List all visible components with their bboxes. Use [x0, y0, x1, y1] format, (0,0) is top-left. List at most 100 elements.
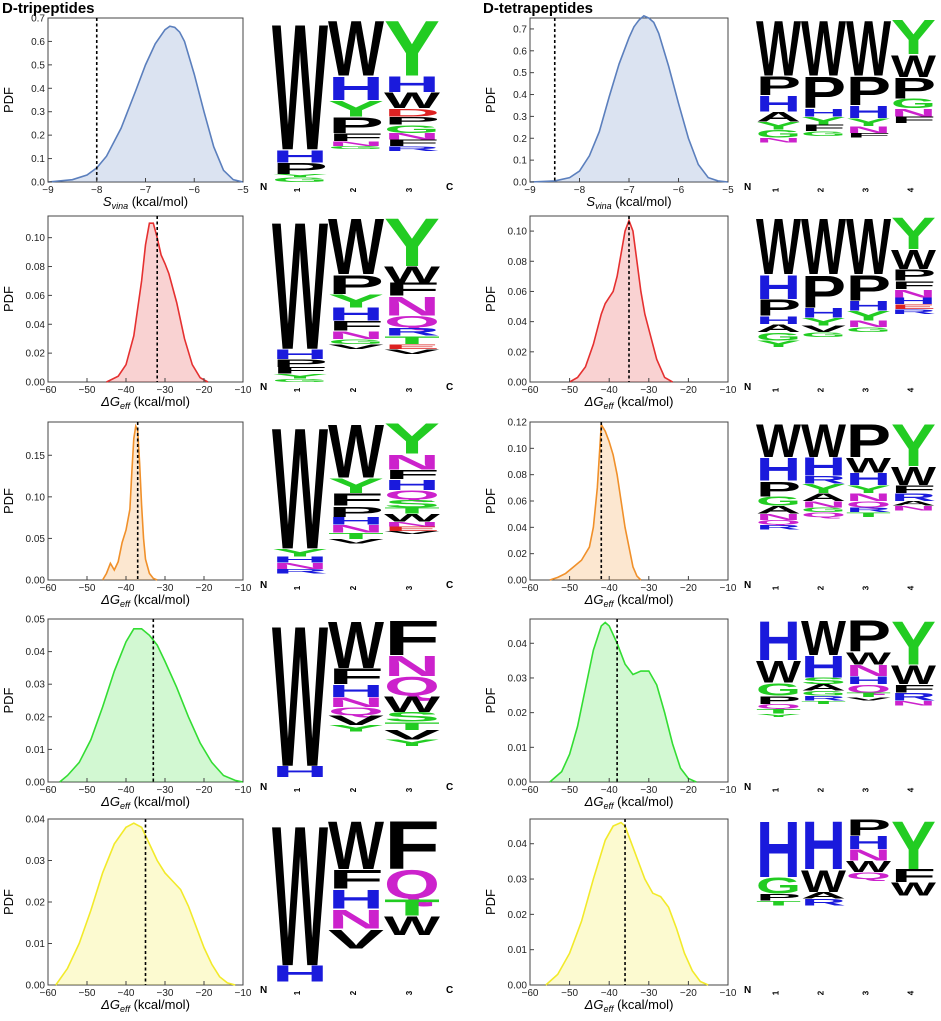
y-tick-label: 0.0	[31, 178, 45, 189]
logo-letter-H: H	[891, 296, 936, 306]
logo-letter-Y: Y	[328, 474, 384, 498]
logo-letter-N: N	[891, 505, 936, 512]
logo-position-label: 1	[293, 787, 302, 792]
y-tick-label: 0.00	[508, 981, 528, 992]
y-tick-label: 0.08	[508, 257, 528, 268]
logo-letter-W: W	[384, 88, 440, 113]
logo-letter-V: V	[384, 348, 440, 356]
logo-n-terminus: N	[744, 782, 751, 793]
x-tick-label: −60	[40, 785, 57, 796]
x-tick-label: −5	[722, 185, 734, 196]
logo-letter-T: T	[384, 506, 440, 516]
x-tick-label: −10	[235, 988, 252, 999]
y-axis-label: PDF	[1, 87, 16, 113]
logo-letter-Y: Y	[328, 96, 384, 121]
plot-frame	[47, 215, 244, 383]
y-tick-label: 0.2	[513, 134, 527, 145]
x-tick-label: −8	[574, 185, 586, 196]
logo-position-label: 1	[293, 187, 302, 192]
logo-letter-P: P	[328, 112, 384, 137]
y-tick-label: 0.7	[513, 24, 527, 35]
logo-position-label: 2	[349, 387, 358, 392]
logo-position-label: 4	[907, 990, 916, 995]
logo-position-label: 3	[405, 187, 414, 192]
y-tick-label: 0.00	[508, 576, 528, 587]
logo-letter-E: E	[384, 525, 440, 532]
logo-letter-Y: Y	[756, 339, 801, 349]
x-tick-label: −20	[680, 785, 697, 796]
plot-frame	[529, 618, 729, 783]
logo-letter-P: P	[846, 268, 891, 309]
x-tick-label: −50	[561, 785, 578, 796]
density-curve	[549, 422, 642, 581]
tetra-4-logo: HWGPQTY1WHSAGRT2PWNHQTV3YWFRN4NC	[744, 609, 937, 793]
logo-letter-G: G	[756, 128, 801, 141]
y-tick-label: 0.02	[508, 708, 528, 719]
y-axis-label: PDF	[1, 286, 16, 312]
y-tick-label: 0.2	[31, 131, 45, 142]
logo-letter-F: F	[328, 664, 384, 689]
logo-letter-H: H	[384, 71, 440, 96]
logo-letter-Y: Y	[328, 724, 384, 734]
logo-letter-W: W	[801, 610, 847, 665]
logo-letter-Q: Q	[846, 682, 891, 695]
logo-letter-H: H	[846, 674, 891, 687]
logo-letter-F: F	[384, 610, 440, 665]
logo-letter-T: T	[846, 511, 891, 518]
y-tick-label: 0.05	[26, 534, 46, 545]
tetra-2-logo: WHPHAGY1WPHYVG2WPHYNG3YWPFNHER4NC	[744, 203, 937, 393]
x-tick-label: −50	[561, 583, 578, 594]
y-tick-label: 0.04	[508, 317, 528, 328]
logo-position-label: 4	[907, 187, 916, 192]
x-axis-label: ΔGeff (kcal/mol)	[100, 592, 190, 609]
logo-letter-W: W	[328, 409, 384, 494]
logo-letter-H: H	[756, 452, 801, 488]
logo-n-terminus: N	[260, 382, 267, 393]
logo-position-label: 2	[349, 187, 358, 192]
logo-letter-G: G	[801, 690, 846, 697]
x-tick-label: −40	[118, 988, 135, 999]
plot-frame	[47, 421, 244, 581]
logo-letter-V: V	[328, 343, 384, 351]
logo-letter-H: H	[272, 763, 328, 780]
logo-letter-N: N	[328, 523, 384, 535]
logo-position-label: 1	[293, 990, 302, 995]
logo-letter-W: W	[801, 203, 846, 292]
x-tick-label: −20	[196, 385, 213, 396]
logo-letter-G: G	[756, 873, 801, 899]
x-tick-label: −60	[40, 583, 57, 594]
logo-position-label: 3	[862, 387, 871, 392]
logo-letter-P: P	[846, 414, 891, 467]
logo-letter-E: E	[384, 343, 440, 351]
y-tick-label: 0.00	[508, 378, 528, 389]
logo-position-label: 4	[907, 387, 916, 392]
logo-letter-Q: Q	[846, 500, 891, 510]
logo-letter-V: V	[384, 530, 440, 535]
logo-n-terminus: N	[744, 382, 751, 393]
logo-letter-V: V	[328, 538, 384, 545]
logo-c-terminus: C	[446, 985, 453, 996]
y-tick-label: 0.10	[26, 492, 46, 503]
x-tick-label: −20	[680, 385, 697, 396]
logo-letter-F: F	[328, 490, 384, 510]
x-axis-label: ΔGeff (kcal/mol)	[584, 592, 674, 609]
logo-position-label: 2	[349, 585, 358, 590]
logo-letter-N: N	[846, 847, 891, 865]
logo-position-label: 1	[772, 187, 781, 192]
logo-letter-Y: Y	[891, 209, 936, 260]
left-column-title: D-tripeptides	[2, 0, 95, 17]
y-tick-label: 0.15	[26, 451, 46, 462]
x-axis-label: ΔGeff (kcal/mol)	[584, 794, 674, 811]
logo-letter-W: W	[846, 203, 891, 292]
logo-letter-Y: Y	[756, 713, 801, 718]
y-tick-label: 0.3	[513, 112, 527, 123]
logo-letter-W: W	[891, 462, 937, 491]
tetra-5-plot: −60 −50 −40 −30 −20 −10 0.00 0.01 0.02 0.03 0.04 PD…	[483, 818, 737, 1014]
logo-letter-H: H	[756, 314, 801, 327]
logo-letter-V: V	[384, 728, 440, 743]
y-tick-label: 0.7	[31, 14, 45, 25]
y-tick-label: 0.01	[26, 939, 46, 950]
logo-letter-G: G	[801, 506, 846, 513]
y-tick-label: 0.04	[26, 815, 46, 826]
logo-letter-R: R	[891, 691, 936, 704]
